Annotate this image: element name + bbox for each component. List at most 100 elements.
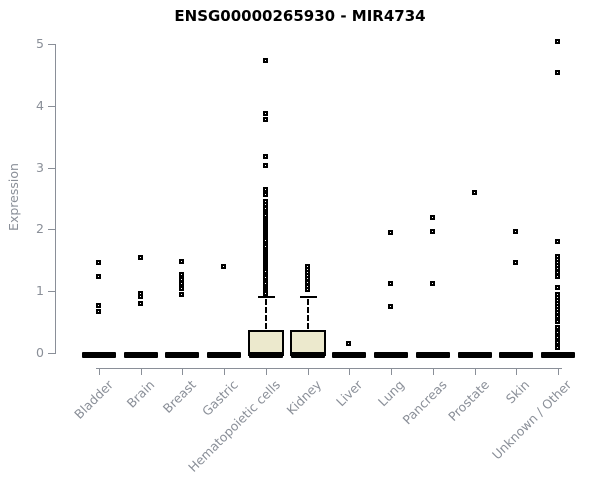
- x-tick-label-text: Liver: [333, 377, 366, 410]
- y-tick: [48, 353, 55, 354]
- median-bar: [124, 352, 158, 358]
- outlier-point: [221, 264, 226, 270]
- outlier-point: [263, 201, 268, 207]
- outlier-point: [263, 163, 268, 169]
- outlier-point: [263, 186, 268, 192]
- outlier-point: [305, 286, 310, 292]
- whisker-cap: [258, 295, 275, 298]
- outlier-point: [388, 304, 393, 310]
- outlier-point: [96, 308, 101, 314]
- x-tick-label-text: Skin: [503, 377, 533, 407]
- outlier-point: [263, 117, 268, 122]
- outlier-point: [263, 110, 268, 116]
- x-tick: [182, 369, 183, 375]
- x-tick: [475, 369, 476, 375]
- median-bar: [332, 352, 366, 358]
- y-tick-label: 2: [36, 221, 44, 237]
- median-bar: [165, 352, 199, 358]
- x-tick: [558, 369, 559, 375]
- outlier-point: [555, 269, 560, 275]
- median-bar: [499, 352, 533, 358]
- outlier-point: [138, 255, 143, 261]
- outlier-point: [555, 319, 560, 325]
- y-tick-label: 4: [36, 97, 44, 113]
- outlier-point: [388, 280, 393, 286]
- y-tick-label: 0: [36, 345, 44, 360]
- outlier-point: [179, 258, 184, 264]
- outlier-point: [555, 285, 560, 291]
- outlier-point: [555, 324, 560, 330]
- outlier-point: [430, 280, 435, 286]
- outlier-point: [263, 58, 268, 64]
- x-tick: [224, 369, 225, 375]
- outlier-point: [555, 273, 560, 279]
- median-bar: [541, 352, 575, 358]
- outlier-point: [513, 259, 518, 265]
- x-tick-label-text: Gastric: [198, 377, 241, 419]
- outlier-point: [179, 291, 184, 297]
- median-bar: [374, 352, 408, 358]
- outlier-point: [263, 291, 268, 297]
- outlier-point: [555, 313, 560, 319]
- x-tick: [266, 369, 267, 375]
- outlier-point: [555, 330, 560, 336]
- outlier-point: [138, 300, 143, 306]
- outlier-point: [179, 281, 184, 287]
- outlier-point: [179, 286, 184, 292]
- whisker-cap: [300, 295, 317, 298]
- outlier-point: [179, 277, 184, 283]
- outlier-point: [263, 154, 268, 160]
- chart-title: ENSG00000265930 - MIR4734: [174, 7, 426, 25]
- outlier-point: [555, 238, 560, 244]
- outlier-point: [513, 228, 518, 234]
- y-tick-label: 3: [36, 159, 44, 175]
- outlier-point: [346, 341, 351, 347]
- x-tick-label-text: Brain: [123, 377, 158, 411]
- outlier-point: [96, 303, 101, 309]
- x-tick-label-text: Kidney: [283, 377, 325, 418]
- y-tick: [48, 44, 55, 45]
- whisker: [307, 298, 309, 329]
- box: [248, 329, 284, 356]
- outlier-point: [555, 335, 560, 341]
- outlier-point: [555, 70, 560, 76]
- outlier-point: [96, 260, 101, 266]
- outlier-point: [555, 39, 560, 45]
- median-bar: [249, 352, 283, 358]
- outlier-point: [138, 294, 143, 300]
- y-tick: [48, 105, 55, 107]
- x-tick: [349, 369, 350, 375]
- x-tick-label-text: Unknown / Other: [489, 377, 575, 463]
- y-tick: [48, 229, 55, 231]
- x-tick: [516, 369, 517, 375]
- x-tick-label-text: Breast: [159, 377, 199, 417]
- outlier-point: [179, 271, 184, 277]
- median-bar: [207, 352, 241, 358]
- x-tick: [308, 369, 309, 375]
- x-tick: [433, 369, 434, 375]
- x-tick-label-text: Prostate: [444, 377, 492, 425]
- x-tick-label-text: Lung: [375, 377, 408, 410]
- y-tick-label: 5: [36, 36, 44, 51]
- outlier-point: [96, 273, 101, 279]
- x-tick: [141, 369, 142, 375]
- whisker: [265, 298, 267, 329]
- outlier-point: [472, 189, 477, 195]
- y-tick: [48, 167, 55, 169]
- outlier-point: [555, 340, 560, 346]
- outlier-point: [555, 345, 560, 351]
- outlier-point: [430, 228, 435, 234]
- x-tick: [99, 369, 100, 375]
- outlier-point: [263, 191, 268, 197]
- x-tick-label-text: Bladder: [70, 377, 116, 422]
- x-axis-line: [96, 368, 562, 369]
- y-tick-label: 1: [36, 283, 44, 299]
- median-bar: [416, 352, 450, 358]
- outlier-point: [430, 214, 435, 220]
- y-axis-line: [55, 44, 56, 354]
- median-bar: [291, 352, 325, 358]
- y-tick: [48, 291, 55, 293]
- median-bar: [82, 352, 116, 358]
